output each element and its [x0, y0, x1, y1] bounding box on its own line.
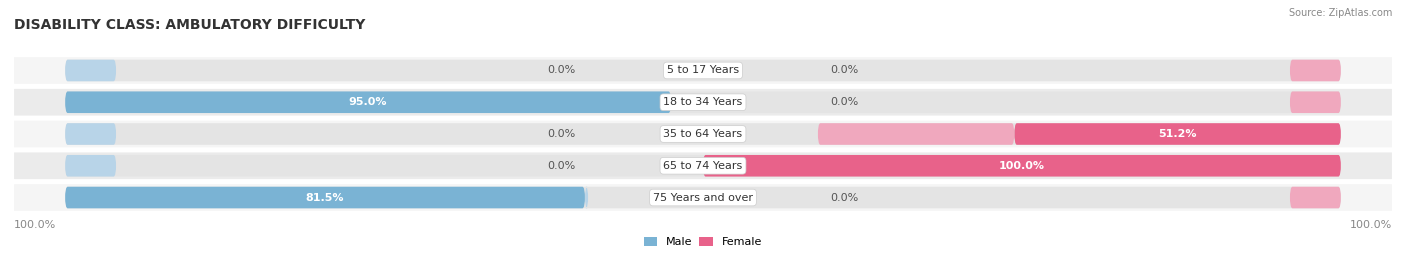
- FancyBboxPatch shape: [65, 187, 1341, 208]
- FancyBboxPatch shape: [14, 57, 1392, 84]
- Text: 0.0%: 0.0%: [831, 97, 859, 107]
- FancyBboxPatch shape: [65, 91, 671, 113]
- Text: 0.0%: 0.0%: [547, 161, 575, 171]
- Text: 100.0%: 100.0%: [998, 161, 1045, 171]
- FancyBboxPatch shape: [65, 60, 117, 81]
- Text: 5 to 17 Years: 5 to 17 Years: [666, 65, 740, 76]
- Text: 51.2%: 51.2%: [1159, 129, 1197, 139]
- Legend: Male, Female: Male, Female: [640, 233, 766, 252]
- FancyBboxPatch shape: [703, 155, 1341, 177]
- FancyBboxPatch shape: [65, 60, 1341, 81]
- FancyBboxPatch shape: [14, 89, 1392, 116]
- FancyBboxPatch shape: [65, 187, 585, 208]
- FancyBboxPatch shape: [1289, 60, 1341, 81]
- FancyBboxPatch shape: [14, 184, 1392, 211]
- Text: 0.0%: 0.0%: [547, 65, 575, 76]
- FancyBboxPatch shape: [14, 121, 1392, 147]
- Text: 0.0%: 0.0%: [831, 192, 859, 203]
- FancyBboxPatch shape: [65, 123, 117, 145]
- Text: 100.0%: 100.0%: [1350, 220, 1392, 230]
- Text: 95.0%: 95.0%: [349, 97, 387, 107]
- FancyBboxPatch shape: [65, 91, 1341, 113]
- FancyBboxPatch shape: [585, 187, 588, 208]
- Text: 0.0%: 0.0%: [547, 129, 575, 139]
- Text: 100.0%: 100.0%: [14, 220, 56, 230]
- FancyBboxPatch shape: [1289, 91, 1341, 113]
- Text: 81.5%: 81.5%: [305, 192, 344, 203]
- Text: 18 to 34 Years: 18 to 34 Years: [664, 97, 742, 107]
- Text: DISABILITY CLASS: AMBULATORY DIFFICULTY: DISABILITY CLASS: AMBULATORY DIFFICULTY: [14, 18, 366, 32]
- Text: 65 to 74 Years: 65 to 74 Years: [664, 161, 742, 171]
- FancyBboxPatch shape: [65, 123, 1341, 145]
- FancyBboxPatch shape: [14, 152, 1392, 179]
- FancyBboxPatch shape: [1289, 187, 1341, 208]
- FancyBboxPatch shape: [1014, 123, 1341, 145]
- FancyBboxPatch shape: [65, 155, 117, 177]
- FancyBboxPatch shape: [65, 155, 1341, 177]
- FancyBboxPatch shape: [818, 123, 1014, 145]
- Text: 0.0%: 0.0%: [831, 65, 859, 76]
- Text: 75 Years and over: 75 Years and over: [652, 192, 754, 203]
- Text: Source: ZipAtlas.com: Source: ZipAtlas.com: [1288, 8, 1392, 18]
- Text: 35 to 64 Years: 35 to 64 Years: [664, 129, 742, 139]
